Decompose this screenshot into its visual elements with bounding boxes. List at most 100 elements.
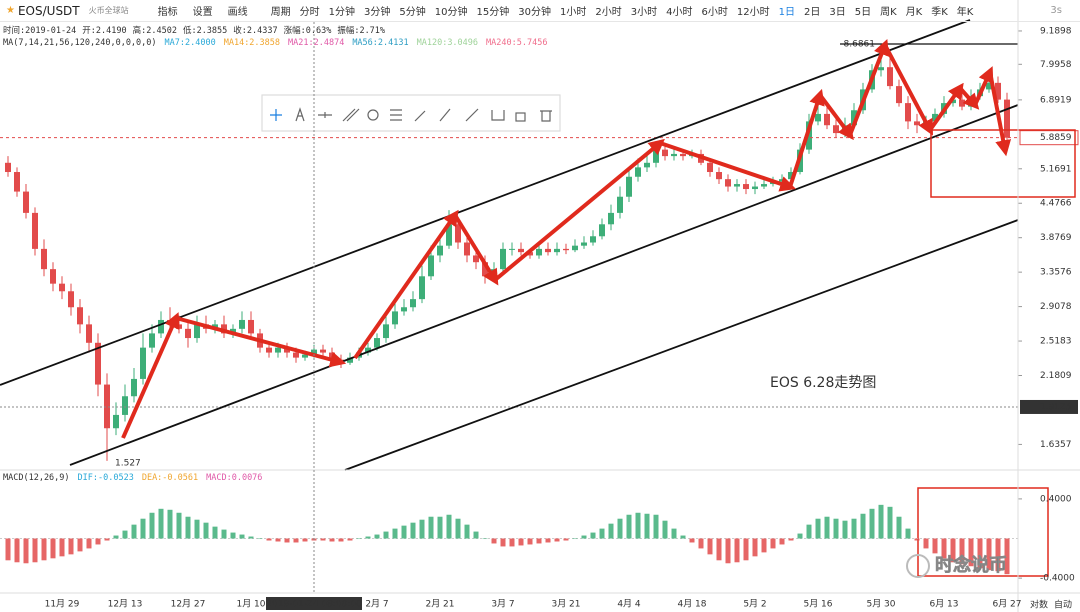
candle-body (266, 347, 272, 353)
candle-body (140, 347, 146, 379)
trend-arrow (848, 39, 889, 136)
candle-body (734, 184, 740, 187)
period-button[interactable]: 15分钟 (476, 7, 510, 18)
candle-body (347, 357, 353, 363)
macd-bar (887, 506, 893, 539)
x-tick-label: 12月 27 (171, 599, 206, 610)
ma-item: MA240:5.7456 (486, 38, 548, 48)
period-button[interactable]: 年K (956, 7, 974, 18)
macd-bar (257, 538, 263, 540)
period-button[interactable]: 1日 (778, 7, 795, 18)
period-button[interactable]: 2日 (803, 7, 821, 18)
tool-button[interactable]: 设置 (192, 7, 213, 18)
highlight-box (917, 487, 1049, 577)
macd-bar (995, 538, 1001, 572)
candle-body (518, 248, 524, 253)
period-button[interactable]: 5日 (854, 7, 872, 18)
macd-bar (653, 514, 659, 539)
period-button[interactable]: 分时 (299, 7, 320, 18)
channel-line (0, 19, 971, 386)
macd-bar (644, 513, 650, 539)
star-icon[interactable]: ★ (6, 5, 15, 16)
candle-body (725, 179, 731, 187)
pair[interactable]: EOS/USDT (17, 3, 80, 18)
period-button[interactable]: 4小时 (666, 7, 693, 18)
period-button[interactable]: 5分钟 (399, 7, 426, 18)
period-button[interactable]: 3日 (829, 7, 846, 18)
macd-bar (509, 538, 515, 547)
period-button[interactable]: 6小时 (701, 7, 728, 18)
y-tick-label: 4.4766 (1040, 199, 1072, 209)
macd-bar (833, 518, 839, 539)
period-button[interactable]: 30分钟 (518, 7, 551, 18)
macd-bar (518, 538, 524, 546)
trend-arrow (928, 82, 964, 132)
candle-body (1004, 99, 1010, 138)
period-label: 周期 (270, 7, 291, 18)
scale-button[interactable]: 对数 (1030, 599, 1048, 611)
candle-body (104, 384, 110, 429)
macd-bar (968, 538, 974, 567)
info-item: 开:2.4190 (82, 26, 127, 36)
macd-bar (365, 536, 371, 539)
macd-bar (302, 538, 308, 542)
macd-plot: 0.4000 -0.4000 (0, 494, 1075, 584)
macd-bar (338, 538, 344, 542)
period-button[interactable]: 12小时 (736, 7, 770, 18)
macd-bar (446, 514, 452, 539)
ma-item: MA7:2.4000 (164, 38, 216, 48)
draw-toolbar[interactable] (261, 94, 561, 132)
candle-body (806, 121, 812, 150)
candle-body (707, 162, 713, 173)
candle-body (509, 248, 515, 250)
candle-body (77, 307, 83, 325)
candle-body (158, 319, 164, 334)
period-button[interactable]: 10分钟 (434, 7, 468, 18)
info-item: 涨幅:0.63% (283, 26, 332, 36)
last-price-label: 5.8859 (1040, 133, 1072, 143)
x-tick-label: 11月 29 (45, 599, 80, 610)
candle-body (374, 338, 380, 348)
macd-bar (545, 538, 551, 543)
macd-bar (680, 535, 686, 539)
period-button[interactable]: 3小时 (630, 7, 658, 18)
tool-button[interactable]: 画线 (227, 7, 248, 18)
candle-body (122, 396, 128, 415)
macd-bar (230, 532, 236, 539)
y-tick-label: 7.9958 (1040, 60, 1072, 70)
candle-body (563, 248, 569, 251)
period-button[interactable]: 周K (880, 7, 897, 18)
channel-line (344, 219, 1019, 471)
candle-body (428, 255, 434, 277)
candle-body (230, 328, 236, 334)
period-button[interactable]: 1分钟 (328, 7, 356, 18)
y-tick-label: 5.1691 (1040, 164, 1072, 174)
macd-bar (77, 538, 83, 552)
candle-body (986, 82, 992, 90)
macd-bar (905, 528, 911, 539)
period-button[interactable]: 1小时 (559, 7, 587, 18)
macd-bar (941, 538, 947, 559)
candle-body (995, 82, 1001, 100)
candle-body (788, 172, 794, 180)
macd-bar (914, 538, 920, 541)
trend-arrow (818, 93, 854, 141)
ma-item: MA14:2.3858 (223, 38, 281, 48)
macd-bar (572, 538, 578, 540)
period-button[interactable]: 3分钟 (364, 7, 391, 18)
main-plot: 9.1898 7.9958 6.8919 5.1691 4.4766 3.8769 3.35… (0, 26, 1079, 468)
candle-body (824, 113, 830, 126)
scale-button[interactable]: 自动 (1054, 599, 1072, 611)
period-button[interactable]: 2小时 (595, 7, 622, 18)
macd-bar (284, 538, 290, 543)
macd-bar (185, 516, 191, 539)
period-button[interactable]: 季K (931, 7, 948, 18)
macd-bar (986, 538, 992, 571)
period-button[interactable]: 月K (905, 7, 923, 18)
candle-body (554, 248, 560, 253)
macd-bar (563, 538, 569, 541)
candle-body (662, 149, 668, 157)
tool-button[interactable]: 指标 (157, 7, 178, 18)
candle-body (5, 162, 11, 173)
candle-body (680, 153, 686, 157)
